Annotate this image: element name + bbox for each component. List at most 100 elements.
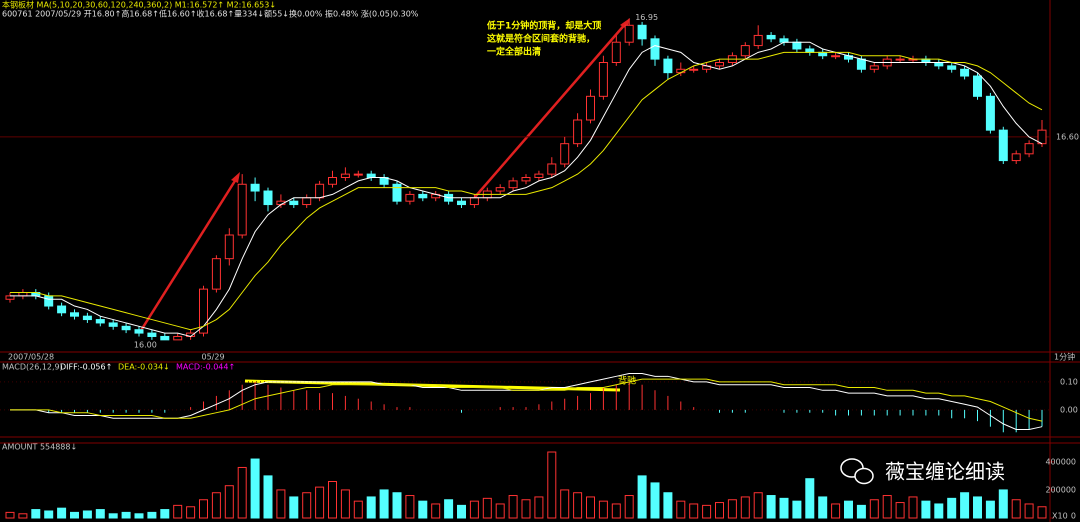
macd-line <box>10 378 1043 422</box>
volume-bar <box>805 478 815 519</box>
volume-bar <box>534 496 544 519</box>
unit-label: X10 <box>1052 512 1068 521</box>
volume-bar <box>263 475 273 519</box>
volume-bar <box>985 500 995 519</box>
volume-bar <box>160 509 170 519</box>
candle-body <box>624 24 634 43</box>
candle-body <box>495 187 505 192</box>
candle-body <box>147 332 157 337</box>
candle-body <box>405 193 415 202</box>
volume-bar <box>753 492 763 519</box>
volume-bar <box>844 500 853 519</box>
candle-body <box>766 34 776 40</box>
candle-body <box>366 173 376 178</box>
legend-entry: DEA:-0.034↓ <box>118 363 170 372</box>
candle-body <box>598 62 608 97</box>
volume-bar <box>31 509 41 519</box>
volume-bar <box>973 496 982 519</box>
candle-body <box>895 58 905 61</box>
volume-bar <box>186 506 196 519</box>
volume-bar <box>328 481 337 519</box>
candle-body <box>353 173 363 176</box>
volume-bar <box>921 500 931 519</box>
volume-bar <box>663 492 673 519</box>
candle-body <box>70 312 79 317</box>
volume-bar <box>199 499 208 519</box>
volume-bar <box>547 451 557 519</box>
volume-bar <box>237 466 247 519</box>
volume-bar <box>70 511 79 519</box>
candle-body <box>960 68 970 77</box>
candle-body <box>392 183 402 202</box>
volume-bar <box>779 497 789 519</box>
volume-bar <box>302 492 312 519</box>
candle-body <box>534 173 544 178</box>
header-line: 600761 2007/05/29 开16.80↑高16.68↑低16.60↑收… <box>2 9 419 19</box>
candle-body <box>805 48 815 53</box>
volume-bar <box>224 485 234 519</box>
candle-body <box>1011 153 1021 162</box>
volume-bar <box>637 475 647 519</box>
candle-body <box>586 95 595 121</box>
candle-body <box>560 143 570 165</box>
legend-entry: MACD:-0.044↑ <box>176 363 235 372</box>
volume-bar <box>315 486 325 519</box>
volume-bar <box>276 489 286 519</box>
candle-body <box>637 24 647 40</box>
volume-bar <box>818 496 828 519</box>
candle-body <box>753 34 763 47</box>
candle-body <box>715 62 724 67</box>
volume-bar <box>1011 499 1021 519</box>
volume-bar <box>573 492 583 519</box>
volume-bar <box>715 502 724 519</box>
volume-bar <box>405 495 415 519</box>
candle-body <box>173 335 183 341</box>
volume-bar <box>624 495 634 519</box>
volume-bar <box>482 497 492 519</box>
candle-body <box>95 319 105 324</box>
volume-bar <box>998 489 1008 519</box>
volume-title: AMOUNT 554888↓ <box>2 443 77 452</box>
candle-body <box>985 95 995 131</box>
volume-bar <box>650 482 660 519</box>
candle-body <box>1037 129 1047 145</box>
volume-bar <box>95 509 105 519</box>
candle-body <box>328 177 337 185</box>
volume-bar <box>340 489 350 519</box>
volume-bar <box>882 495 892 519</box>
candle-body <box>1024 143 1034 155</box>
arrow <box>138 175 240 333</box>
candle-body <box>508 180 518 189</box>
watermark-icon <box>840 458 874 485</box>
candle-body <box>611 41 621 63</box>
volume-bar <box>792 500 802 519</box>
y-tick-label: 0.10 <box>1060 377 1078 386</box>
x-tick-label: 2007/05/28 <box>8 353 54 362</box>
ma-line <box>10 41 1043 338</box>
candle-body <box>469 197 479 206</box>
volume-bar <box>702 504 712 519</box>
volume-bar <box>44 510 54 519</box>
candle-body <box>18 292 28 297</box>
candle-body <box>315 183 325 199</box>
y-tick-label: 0.00 <box>1060 405 1078 414</box>
header-line: 本钢板材 MA(5,10,20,30,60,120,240,360,2) M1:… <box>2 0 276 10</box>
candle-body <box>263 190 273 206</box>
volume-bar <box>766 495 776 519</box>
volume-bar <box>689 503 699 519</box>
candle-body <box>831 55 841 58</box>
volume-bar <box>82 510 92 519</box>
candle-body <box>921 58 931 63</box>
volume-bar <box>469 500 479 519</box>
candle-body <box>108 322 118 327</box>
candle-body <box>211 258 221 290</box>
candle-body <box>82 315 92 321</box>
watermark: 薇宝缠论细读 <box>885 460 1005 484</box>
volume-bar <box>740 496 750 519</box>
annotation: 低于1分钟的顶背，却是大顶 <box>486 20 601 32</box>
volume-bar <box>173 504 183 519</box>
candle-body <box>547 163 557 175</box>
volume-bar <box>108 513 118 519</box>
candle-body <box>134 329 144 334</box>
candle-body <box>121 325 131 331</box>
